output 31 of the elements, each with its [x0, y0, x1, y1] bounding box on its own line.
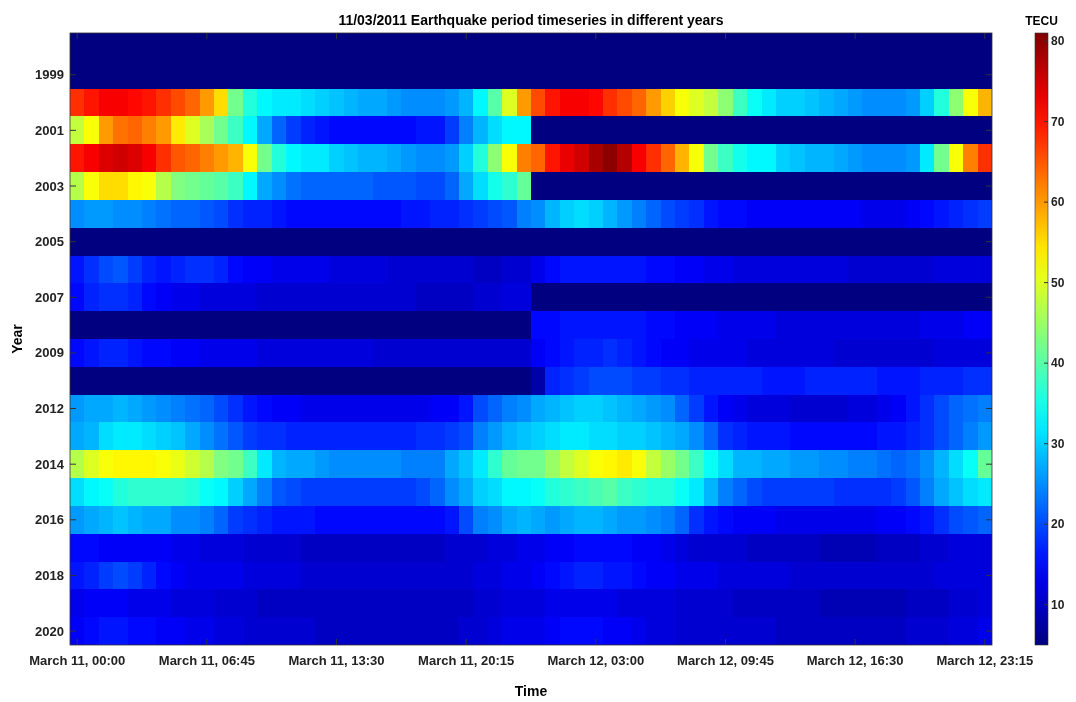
chart-title: 11/03/2011 Earthquake period timeseries in different years	[338, 12, 724, 28]
y-tick-label: 2005	[35, 234, 64, 250]
color-bar-label: 20	[1051, 517, 1065, 532]
color-bar-label: 50	[1051, 275, 1065, 290]
x-tick-label: March 12, 03:00	[547, 653, 645, 668]
y-axis-title: Year	[9, 323, 25, 354]
y-tick-label: 1999	[35, 67, 64, 83]
x-tick-label: March 12, 09:45	[677, 653, 774, 668]
y-tick-label: 2009	[35, 345, 64, 361]
y-tick-label: 2018	[35, 568, 64, 583]
x-tick-label: March 11, 13:30	[288, 653, 385, 668]
x-tick-label: March 12, 23:15	[936, 653, 1034, 668]
color-bar-label: 30	[1051, 436, 1065, 451]
y-tick-label: 2007	[35, 289, 64, 305]
y-tick-label: 2012	[35, 401, 64, 417]
x-tick-label: March 12, 16:30	[806, 653, 904, 668]
y-tick-label: 2014	[35, 456, 65, 472]
x-tick-label: March 11, 00:00	[29, 653, 126, 668]
color-bar-label: 60	[1051, 195, 1065, 210]
color-bar-label: 40	[1051, 356, 1065, 371]
y-tick-label: 2020	[35, 623, 64, 639]
y-tick-label: 2001	[35, 122, 64, 138]
color-bar-label: 10	[1051, 597, 1065, 612]
color-bar-label: 80	[1051, 34, 1065, 49]
x-tick-label: March 11, 20:15	[418, 653, 515, 668]
color-bar-label: 70	[1051, 114, 1065, 129]
x-tick-label: March 11, 06:45	[158, 653, 255, 668]
y-tick-label: 2003	[35, 178, 64, 194]
y-tick-label: 2016	[35, 512, 64, 528]
color-bar-title: TECU	[1025, 14, 1058, 28]
x-axis-title: Time	[514, 683, 548, 699]
